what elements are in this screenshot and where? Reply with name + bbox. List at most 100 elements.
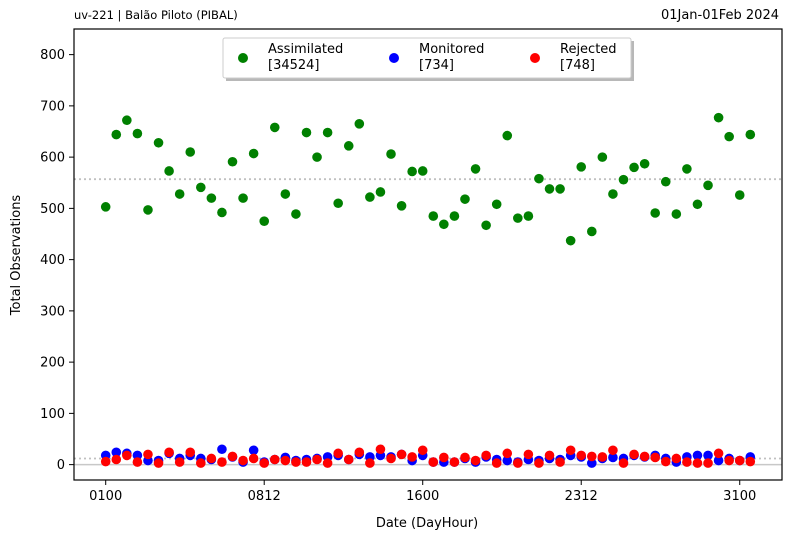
rejected-point xyxy=(301,457,312,467)
monitored-point xyxy=(703,450,713,461)
rejected-point xyxy=(269,454,280,465)
assimilated-point xyxy=(513,213,523,223)
reference-lines xyxy=(74,178,782,466)
rejected-point xyxy=(132,457,143,467)
rejected-point xyxy=(407,452,417,462)
rejected-point xyxy=(713,448,724,459)
rejected-point xyxy=(682,457,692,467)
assimilated-point xyxy=(185,147,196,157)
rejected-point xyxy=(608,445,618,456)
assimilated-point xyxy=(227,156,238,167)
rejected-point xyxy=(586,451,597,462)
y-tick-label: 200 xyxy=(40,356,65,371)
rejected-point xyxy=(143,449,153,460)
rejected-point xyxy=(439,452,449,463)
assimilated-point xyxy=(629,162,639,173)
rejected-point xyxy=(386,453,396,464)
assimilated-point xyxy=(238,193,248,203)
rejected-point xyxy=(354,447,365,458)
rejected-point xyxy=(502,448,513,459)
assimilated-point xyxy=(122,115,132,126)
rejected-point xyxy=(491,458,502,468)
assimilated-point xyxy=(164,166,174,176)
assimilated-point xyxy=(597,152,608,162)
rejected-point xyxy=(555,457,565,467)
y-axis-label: Total Observations xyxy=(9,195,24,317)
rejected-point xyxy=(428,457,439,467)
rejected-point xyxy=(470,455,481,466)
assimilated-point xyxy=(745,129,756,140)
x-tick-label: 2312 xyxy=(565,489,598,504)
x-tick-label: 0100 xyxy=(89,489,122,504)
rejected-point xyxy=(618,458,629,468)
series-rejected xyxy=(100,444,756,468)
chart-header-right: 01Jan-01Feb 2024 xyxy=(660,8,779,23)
assimilated-point xyxy=(291,209,301,219)
assimilated-point xyxy=(586,226,597,237)
assimilated-point xyxy=(439,219,449,230)
rejected-point xyxy=(544,450,555,461)
x-axis: 0100 0812 1600 2312 3100 xyxy=(89,480,756,504)
rejected-point xyxy=(185,447,196,458)
assimilated-point xyxy=(111,129,122,140)
rejected-point xyxy=(703,458,713,468)
assimilated-point xyxy=(502,130,513,141)
rejected-point xyxy=(227,451,238,462)
y-tick-label: 300 xyxy=(40,304,65,319)
y-tick-label: 0 xyxy=(57,458,65,473)
assimilated-point xyxy=(671,209,682,219)
rejected-point xyxy=(122,450,132,461)
plot-frame xyxy=(73,28,783,481)
y-tick-label: 800 xyxy=(40,48,65,63)
rejected-point xyxy=(639,451,650,462)
assimilated-point xyxy=(417,166,428,176)
rejected-point xyxy=(238,455,248,466)
rejected-point xyxy=(100,456,111,467)
rejected-point xyxy=(259,458,270,468)
y-tick-label: 500 xyxy=(40,202,65,217)
assimilated-point xyxy=(470,164,481,174)
assimilated-point xyxy=(312,152,322,162)
assimilated-point xyxy=(196,182,206,193)
rejected-point xyxy=(322,458,333,468)
x-tick-label: 0812 xyxy=(248,489,281,504)
assimilated-point xyxy=(333,198,343,209)
monitored-point xyxy=(248,445,259,456)
assimilated-point xyxy=(618,174,629,185)
rejected-point xyxy=(734,455,745,466)
monitored-point xyxy=(692,450,703,461)
monitored-point xyxy=(502,455,513,466)
assimilated-point xyxy=(682,164,692,174)
rejected-point xyxy=(396,449,407,460)
assimilated-point xyxy=(703,180,713,191)
rejected-point xyxy=(365,458,375,468)
rejected-point xyxy=(565,445,576,456)
legend-marker-monitored xyxy=(389,53,399,63)
assimilated-point xyxy=(650,208,660,218)
y-tick-label: 400 xyxy=(40,253,65,268)
assimilated-point xyxy=(280,189,291,199)
assimilated-point xyxy=(734,190,745,200)
rejected-point xyxy=(660,456,671,467)
rejected-point xyxy=(724,455,734,466)
rejected-point xyxy=(597,452,608,462)
legend-label-assimilated: Assimilated xyxy=(268,42,343,57)
assimilated-point xyxy=(322,127,333,138)
rejected-point xyxy=(153,458,164,468)
assimilated-point xyxy=(217,207,227,218)
legend-count-rejected: [748] xyxy=(560,58,595,73)
rejected-point xyxy=(280,455,291,466)
assimilated-point xyxy=(428,211,439,221)
rejected-point xyxy=(111,454,122,465)
rejected-point xyxy=(523,449,534,460)
legend-box xyxy=(222,37,632,79)
assimilated-point xyxy=(143,205,153,215)
assimilated-point xyxy=(206,193,217,203)
assimilated-point xyxy=(565,235,576,246)
chart-header-left: uv-221 | Balão Piloto (PIBAL) xyxy=(74,8,238,22)
assimilated-point xyxy=(555,184,565,194)
monitored-point xyxy=(713,455,724,466)
assimilated-point xyxy=(692,199,703,210)
rejected-point xyxy=(417,445,428,456)
